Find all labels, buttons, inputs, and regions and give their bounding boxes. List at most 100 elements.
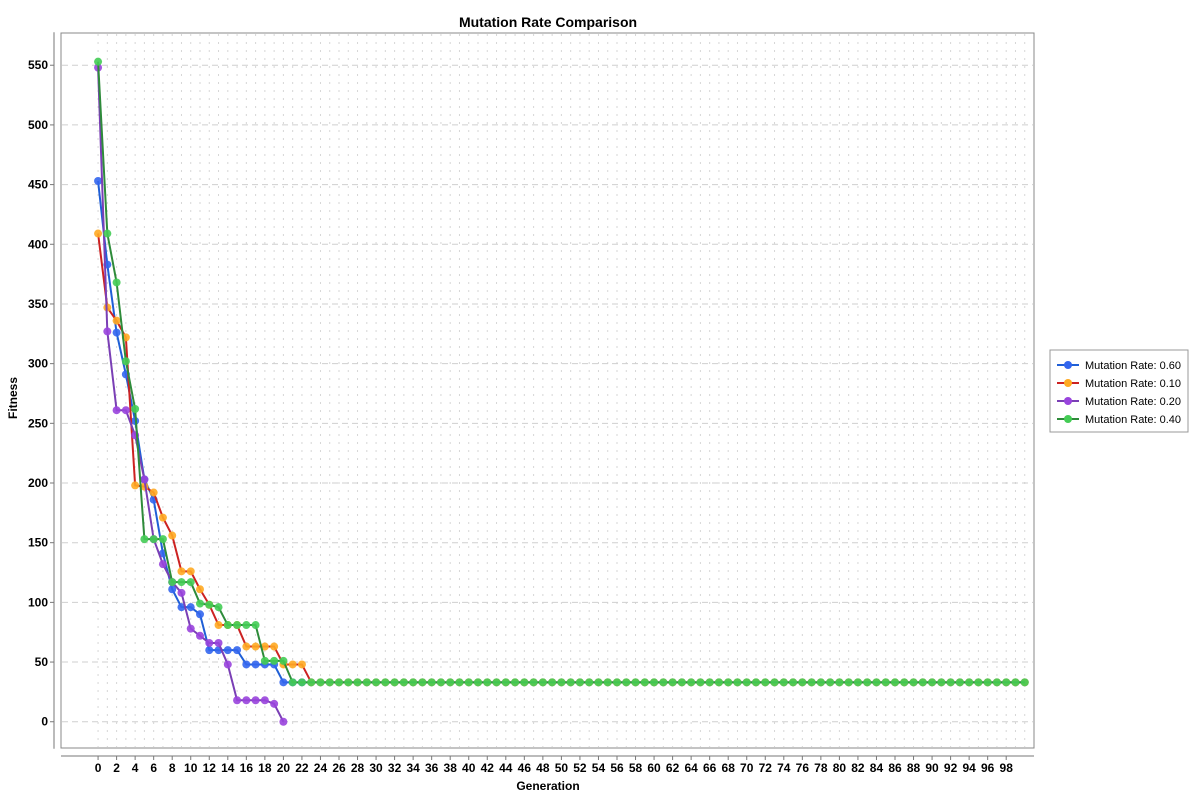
data-point bbox=[789, 678, 798, 687]
data-point bbox=[538, 678, 547, 687]
data-point bbox=[613, 678, 621, 687]
data-point bbox=[390, 678, 399, 687]
y-tick-label: 200 bbox=[28, 476, 48, 490]
data-point bbox=[650, 678, 659, 687]
x-tick-label: 96 bbox=[981, 761, 995, 775]
x-axis-label: Generation bbox=[516, 779, 579, 793]
x-tick-label: 60 bbox=[647, 761, 661, 775]
data-point bbox=[807, 678, 816, 687]
data-point bbox=[121, 406, 130, 415]
x-tick-label: 40 bbox=[462, 761, 476, 775]
data-point bbox=[112, 406, 121, 415]
data-point bbox=[520, 678, 529, 687]
data-point bbox=[205, 638, 214, 647]
data-point bbox=[872, 678, 881, 687]
data-point bbox=[1020, 678, 1029, 687]
x-tick-label: 36 bbox=[425, 761, 439, 775]
y-tick-label: 50 bbox=[35, 655, 49, 669]
data-point bbox=[186, 578, 195, 587]
data-point bbox=[251, 660, 260, 669]
x-tick-label: 82 bbox=[851, 761, 865, 775]
data-point bbox=[464, 678, 473, 687]
y-tick-label: 500 bbox=[28, 118, 48, 132]
x-tick-label: 74 bbox=[777, 761, 791, 775]
plot-frame bbox=[60, 32, 1035, 749]
y-tick-label: 550 bbox=[28, 58, 48, 72]
data-point bbox=[335, 678, 343, 687]
x-tick-label: 70 bbox=[740, 761, 754, 775]
data-point bbox=[140, 535, 149, 544]
data-point bbox=[1002, 678, 1011, 687]
x-tick-label: 18 bbox=[258, 761, 272, 775]
data-point bbox=[603, 678, 612, 687]
legend-label: Mutation Rate: 0.40 bbox=[1085, 414, 1181, 426]
x-tick-label: 68 bbox=[722, 761, 736, 775]
x-tick-label: 94 bbox=[962, 761, 976, 775]
x-tick-label: 24 bbox=[314, 761, 328, 775]
data-point bbox=[668, 678, 677, 687]
data-point bbox=[724, 678, 733, 687]
data-point bbox=[140, 475, 149, 484]
x-tick-label: 28 bbox=[351, 761, 365, 775]
data-point bbox=[233, 621, 242, 630]
data-point bbox=[557, 678, 566, 687]
x-tick-label: 34 bbox=[406, 761, 420, 775]
data-point bbox=[900, 678, 909, 687]
x-tick-label: 50 bbox=[555, 761, 569, 775]
data-point bbox=[779, 678, 788, 687]
data-point bbox=[965, 678, 974, 687]
data-point bbox=[566, 678, 575, 687]
data-point bbox=[233, 646, 242, 655]
data-point bbox=[279, 656, 288, 665]
data-point bbox=[974, 678, 983, 687]
data-point bbox=[121, 357, 130, 366]
x-tick-label: 14 bbox=[221, 761, 235, 775]
x-tick-label: 38 bbox=[444, 761, 458, 775]
data-point bbox=[214, 621, 223, 630]
data-point bbox=[622, 678, 631, 687]
data-point bbox=[677, 678, 686, 687]
x-tick-label: 42 bbox=[481, 761, 495, 775]
y-tick-label: 300 bbox=[28, 357, 48, 371]
data-point bbox=[955, 678, 964, 687]
legend-label: Mutation Rate: 0.10 bbox=[1085, 378, 1181, 390]
data-point bbox=[918, 678, 927, 687]
data-point bbox=[381, 678, 390, 687]
legend-item: Mutation Rate: 0.20 bbox=[1057, 396, 1181, 408]
data-point bbox=[928, 678, 937, 687]
data-point bbox=[640, 678, 649, 687]
data-point bbox=[94, 229, 103, 238]
legend-item: Mutation Rate: 0.60 bbox=[1057, 360, 1181, 372]
data-point bbox=[1011, 678, 1020, 687]
y-tick-label: 450 bbox=[28, 178, 48, 192]
y-tick-label: 400 bbox=[28, 237, 48, 251]
data-point bbox=[946, 678, 955, 687]
x-tick-label: 52 bbox=[573, 761, 587, 775]
data-point bbox=[992, 678, 1001, 687]
data-point bbox=[585, 678, 594, 687]
data-point bbox=[242, 660, 251, 669]
legend-item: Mutation Rate: 0.40 bbox=[1057, 414, 1181, 426]
data-point bbox=[798, 678, 807, 687]
data-point bbox=[325, 678, 334, 687]
x-tick-label: 22 bbox=[295, 761, 309, 775]
data-point bbox=[909, 678, 918, 687]
data-point bbox=[223, 660, 232, 669]
x-tick-label: 48 bbox=[536, 761, 550, 775]
x-tick-label: 20 bbox=[277, 761, 291, 775]
data-point bbox=[705, 678, 714, 687]
legend-marker bbox=[1064, 397, 1072, 405]
data-point bbox=[659, 678, 668, 687]
legend-item: Mutation Rate: 0.10 bbox=[1057, 378, 1181, 390]
legend-marker bbox=[1064, 361, 1072, 369]
y-axis-label: Fitness bbox=[6, 377, 20, 419]
x-tick-label: 88 bbox=[907, 761, 921, 775]
data-point bbox=[260, 656, 269, 665]
data-point bbox=[409, 678, 418, 687]
data-point bbox=[103, 229, 112, 238]
x-tick-label: 64 bbox=[684, 761, 698, 775]
data-point bbox=[399, 678, 408, 687]
